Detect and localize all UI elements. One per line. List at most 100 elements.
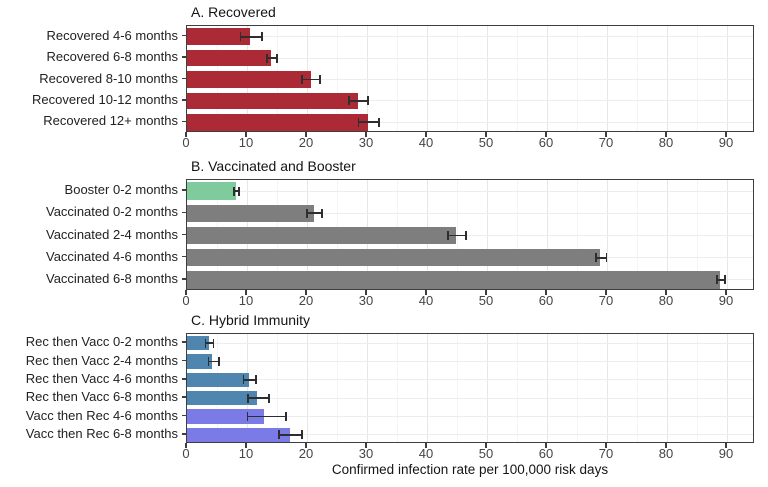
x-tick-label-50: 50 <box>478 446 494 461</box>
bar-vacc-then-rec-4-6-months <box>187 409 264 424</box>
y-tick-booster-0-2-months <box>181 189 186 191</box>
gridline-minor-55 <box>516 26 518 131</box>
x-tick-0 <box>185 132 187 137</box>
errorbar-cap-low-rec-then-vacc-6-8-months <box>247 393 250 403</box>
gridline-minor-65 <box>576 26 578 131</box>
x-tick-20 <box>305 132 307 137</box>
x-tick-30 <box>365 443 367 448</box>
bar-recovered-12-months <box>187 113 369 131</box>
gridline-row <box>187 397 753 399</box>
x-tick-90 <box>725 443 727 448</box>
panel-title: A. Recovered <box>191 4 276 20</box>
x-tick-label-30: 30 <box>358 293 374 308</box>
gridline-major-40 <box>426 26 428 131</box>
errorbar-cap-high-vaccinated-4-6-months <box>605 253 608 263</box>
gridline-row <box>187 434 753 436</box>
errorbar-rec-then-vacc-6-8-months <box>248 397 270 399</box>
errorbar-cap-low-recovered-12-months <box>357 117 360 127</box>
errorbar-recovered-6-8-months <box>266 57 277 59</box>
errorbar-vaccinated-4-6-months <box>596 256 607 259</box>
errorbar-rec-then-vacc-2-4-months <box>208 360 219 363</box>
gridline-major-70 <box>606 334 608 442</box>
errorbar-cap-high-rec-then-vacc-2-4-months <box>217 357 220 366</box>
errorbar-vaccinated-0-2-months <box>307 212 322 215</box>
plot-area <box>186 333 754 443</box>
x-tick-label-60: 60 <box>538 293 554 308</box>
x-tick-60 <box>545 290 547 295</box>
gridline-row <box>187 121 753 123</box>
y-tick-rec-then-vacc-2-4-months <box>181 359 186 362</box>
x-tick-90 <box>725 132 727 137</box>
errorbar-cap-low-recovered-10-12-months <box>348 96 350 106</box>
gridline-minor-15 <box>276 334 278 442</box>
gridline-row <box>187 36 753 38</box>
y-label-rec-then-vacc-6-8-months: Rec then Vacc 6-8 months <box>25 389 178 405</box>
gridline-minor-45 <box>456 180 458 289</box>
gridline-minor-85 <box>696 26 698 131</box>
gridline-major-90 <box>726 180 728 289</box>
x-tick-label-0: 0 <box>182 293 190 308</box>
y-tick-rec-then-vacc-0-2-months <box>181 341 186 343</box>
gridline-row <box>187 212 753 214</box>
gridline-minor-55 <box>516 180 518 289</box>
gridline-major-70 <box>606 26 608 131</box>
gridline-row <box>187 190 753 192</box>
errorbar-cap-low-recovered-6-8-months <box>265 53 268 63</box>
errorbar-vacc-then-rec-4-6-months <box>247 415 286 418</box>
x-tick-80 <box>665 132 667 137</box>
x-tick-label-0: 0 <box>182 446 190 461</box>
y-label-rec-then-vacc-0-2-months: Rec then Vacc 0-2 months <box>25 334 178 350</box>
y-tick-recovered-8-10-months <box>181 77 186 80</box>
x-tick-label-90: 90 <box>718 135 734 150</box>
y-label-rec-then-vacc-4-6-months: Rec then Vacc 4-6 months <box>25 370 178 386</box>
x-axis-title: Confirmed infection rate per 100,000 ris… <box>331 462 609 477</box>
errorbar-cap-high-vacc-then-rec-4-6-months <box>285 412 287 421</box>
x-tick-70 <box>605 290 607 295</box>
bar-rec-then-vacc-2-4-months <box>187 354 213 369</box>
y-tick-vaccinated-0-2-months <box>181 211 186 214</box>
y-label-recovered-12-months: Recovered 12+ months <box>43 113 178 129</box>
gridline-row <box>187 57 753 59</box>
x-tick-label-70: 70 <box>598 293 614 308</box>
panel-title: C. Hybrid Immunity <box>191 312 311 328</box>
bar-recovered-10-12-months <box>187 92 358 110</box>
x-tick-40 <box>425 132 427 137</box>
y-tick-vaccinated-4-6-months <box>181 255 186 258</box>
gridline-major-20 <box>306 334 308 442</box>
gridline-major-60 <box>546 334 548 442</box>
errorbar-recovered-10-12-months <box>349 100 369 102</box>
x-tick-label-60: 60 <box>538 446 554 461</box>
x-tick-label-30: 30 <box>358 135 374 150</box>
gridline-major-80 <box>666 334 668 442</box>
gridline-minor-35 <box>396 26 398 131</box>
bar-vaccinated-6-8-months <box>187 271 721 289</box>
gridline-major-30 <box>366 26 368 131</box>
gridline-minor-25 <box>336 334 338 442</box>
errorbar-cap-high-vaccinated-0-2-months <box>321 208 323 218</box>
errorbar-cap-high-recovered-10-12-months <box>367 96 370 106</box>
y-tick-recovered-6-8-months <box>181 56 186 58</box>
errorbar-cap-low-rec-then-vacc-0-2-months <box>204 338 207 348</box>
x-tick-80 <box>665 290 667 295</box>
x-tick-20 <box>305 290 307 295</box>
gridline-major-50 <box>486 26 488 131</box>
errorbar-rec-then-vacc-4-6-months <box>243 378 256 381</box>
x-tick-70 <box>605 132 607 137</box>
x-tick-label-10: 10 <box>238 135 254 150</box>
y-label-vaccinated-0-2-months: Vaccinated 0-2 months <box>46 204 178 220</box>
x-tick-label-10: 10 <box>238 293 254 308</box>
gridline-minor-75 <box>636 26 638 131</box>
x-tick-10 <box>245 290 247 295</box>
x-tick-label-50: 50 <box>478 135 494 150</box>
gridline-minor-85 <box>696 180 698 289</box>
x-tick-label-70: 70 <box>598 446 614 461</box>
y-tick-rec-then-vacc-6-8-months <box>181 396 186 398</box>
gridline-major-50 <box>486 180 488 289</box>
errorbar-cap-low-vacc-then-rec-6-8-months <box>277 430 280 440</box>
plot-area <box>186 179 754 290</box>
gridline-minor-25 <box>336 26 338 131</box>
bar-rec-then-vacc-6-8-months <box>187 391 257 406</box>
x-tick-label-10: 10 <box>238 446 254 461</box>
x-tick-50 <box>485 290 487 295</box>
